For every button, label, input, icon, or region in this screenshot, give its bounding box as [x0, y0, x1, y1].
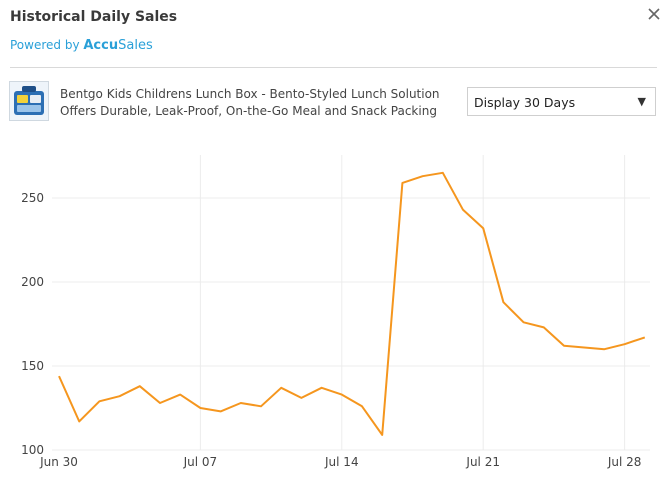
- data-point[interactable]: [440, 170, 446, 176]
- data-point[interactable]: [460, 207, 466, 213]
- data-point[interactable]: [500, 299, 506, 305]
- lunch-box-image: [14, 86, 44, 115]
- x-tick-label: Jul 14: [324, 455, 359, 469]
- sales-line-chart: 100 150 200 250 Jun 30 Jul 07 Jul 14 Jul 21 Jul…: [21, 155, 650, 469]
- data-point[interactable]: [521, 319, 527, 325]
- data-point[interactable]: [622, 341, 628, 347]
- product-name: Bentgo Kids Childrens Lunch Box - Bento-…: [60, 87, 440, 118]
- data-point[interactable]: [96, 398, 102, 404]
- data-point[interactable]: [601, 346, 607, 352]
- y-tick-label: 150: [21, 359, 44, 373]
- data-point[interactable]: [561, 343, 567, 349]
- y-tick-label: 250: [21, 191, 44, 205]
- series-line-daily-sales: [58, 171, 646, 436]
- powered-by-prefix: Powered by: [10, 38, 84, 52]
- data-point[interactable]: [218, 408, 224, 414]
- data-point[interactable]: [541, 324, 547, 330]
- close-button[interactable]: [646, 6, 662, 22]
- product-thumbnail: [9, 81, 49, 121]
- data-point[interactable]: [399, 180, 405, 186]
- data-point[interactable]: [581, 345, 587, 351]
- data-point[interactable]: [278, 385, 284, 391]
- brand-sales: Sales: [118, 38, 153, 53]
- x-tick-label: Jun 30: [39, 455, 78, 469]
- data-point[interactable]: [359, 403, 365, 409]
- data-point[interactable]: [137, 383, 143, 389]
- header-divider: [10, 67, 657, 68]
- data-point[interactable]: [177, 392, 183, 398]
- data-point[interactable]: [480, 225, 486, 231]
- x-tick-label: Jul 28: [607, 455, 642, 469]
- data-point[interactable]: [339, 392, 345, 398]
- chart-grid: [52, 155, 650, 451]
- y-axis-ticks: 100 150 200 250: [21, 191, 44, 457]
- data-point[interactable]: [117, 393, 123, 399]
- caret-down-icon: ▼: [637, 95, 646, 108]
- range-select-value: Display 30 Days: [474, 95, 576, 110]
- data-point[interactable]: [298, 395, 304, 401]
- brand-accu: Accu: [83, 38, 119, 53]
- data-point[interactable]: [56, 373, 62, 379]
- x-tick-label: Jul 21: [465, 455, 500, 469]
- powered-by: Powered by AccuSales: [10, 38, 153, 53]
- data-point[interactable]: [76, 418, 82, 424]
- y-tick-label: 100: [21, 443, 44, 457]
- data-point[interactable]: [197, 405, 203, 411]
- data-point[interactable]: [258, 403, 264, 409]
- data-point[interactable]: [379, 432, 385, 438]
- chart-series: [56, 170, 648, 438]
- y-tick-label: 200: [21, 275, 44, 289]
- brand-logo[interactable]: AccuSales: [83, 38, 152, 53]
- range-select[interactable]: Display 30 Days ▼: [467, 87, 656, 116]
- data-point[interactable]: [319, 385, 325, 391]
- close-icon: [648, 8, 660, 20]
- data-point[interactable]: [420, 173, 426, 179]
- data-point[interactable]: [157, 400, 163, 406]
- page-title: Historical Daily Sales: [10, 9, 178, 25]
- x-axis-ticks: Jun 30 Jul 07 Jul 14 Jul 21 Jul 28: [39, 455, 641, 469]
- data-point[interactable]: [642, 334, 648, 340]
- data-point[interactable]: [238, 400, 244, 406]
- x-tick-label: Jul 07: [183, 455, 218, 469]
